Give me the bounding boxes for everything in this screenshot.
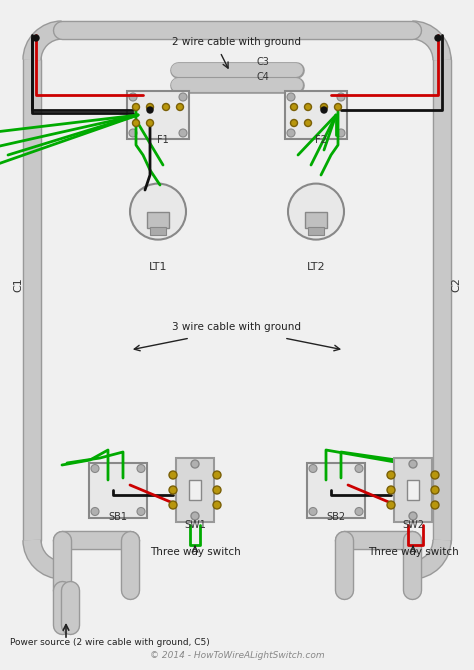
Text: C3: C3 [257,57,270,67]
Text: 2 wire cable with ground: 2 wire cable with ground [173,37,301,47]
Text: C2: C2 [451,277,461,292]
Text: Power source (2 wire cable with ground, C5): Power source (2 wire cable with ground, … [10,638,210,647]
Circle shape [337,93,345,101]
Text: C4: C4 [257,72,270,82]
Circle shape [133,103,139,111]
Circle shape [130,184,186,240]
Text: F2: F2 [315,135,327,145]
Circle shape [355,464,363,472]
Circle shape [304,103,311,111]
Circle shape [291,103,298,111]
Text: F1: F1 [157,135,169,145]
Circle shape [179,129,187,137]
Circle shape [169,471,177,479]
Circle shape [287,93,295,101]
Circle shape [146,119,154,127]
Circle shape [291,119,298,127]
Circle shape [335,103,341,111]
Text: SW2: SW2 [402,520,424,530]
Bar [307,462,365,517]
Circle shape [431,471,439,479]
Circle shape [191,512,199,520]
Circle shape [304,119,311,127]
Circle shape [321,107,327,113]
Bar [394,458,432,522]
Circle shape [355,507,363,515]
Circle shape [409,460,417,468]
Circle shape [137,507,145,515]
Bar [176,458,214,522]
Circle shape [287,129,295,137]
Circle shape [435,35,441,41]
Circle shape [91,464,99,472]
Circle shape [213,471,221,479]
Circle shape [179,93,187,101]
Bar [285,91,347,139]
Circle shape [387,486,395,494]
Circle shape [320,103,328,111]
Bar [189,480,201,500]
Circle shape [146,103,154,111]
Text: LT1: LT1 [149,262,167,272]
Circle shape [337,129,345,137]
Circle shape [213,486,221,494]
Circle shape [33,35,39,41]
Bar [89,462,147,517]
Circle shape [431,486,439,494]
Bar [150,227,166,235]
Text: C1: C1 [13,277,23,292]
Circle shape [147,107,153,113]
Circle shape [169,501,177,509]
Circle shape [409,512,417,520]
Circle shape [387,471,395,479]
Text: SW1: SW1 [184,520,206,530]
Bar [305,212,327,228]
Bar [308,227,324,235]
Text: LT2: LT2 [307,262,325,272]
Circle shape [91,507,99,515]
Circle shape [309,507,317,515]
Circle shape [309,464,317,472]
Circle shape [191,460,199,468]
Text: 3 wire cable with ground: 3 wire cable with ground [173,322,301,332]
Circle shape [387,501,395,509]
Bar [407,480,419,500]
Circle shape [133,119,139,127]
Circle shape [176,103,183,111]
Circle shape [431,501,439,509]
Text: Three way switch: Three way switch [368,547,458,557]
Bar [127,91,189,139]
Text: © 2014 - HowToWireALightSwitch.com: © 2014 - HowToWireALightSwitch.com [150,651,324,660]
Text: SB2: SB2 [327,512,346,522]
Circle shape [129,93,137,101]
Circle shape [288,184,344,240]
Circle shape [129,129,137,137]
Bar [147,212,169,228]
Text: SB1: SB1 [109,512,128,522]
Text: Three way switch: Three way switch [150,547,240,557]
Circle shape [163,103,170,111]
Circle shape [137,464,145,472]
Circle shape [213,501,221,509]
Circle shape [169,486,177,494]
